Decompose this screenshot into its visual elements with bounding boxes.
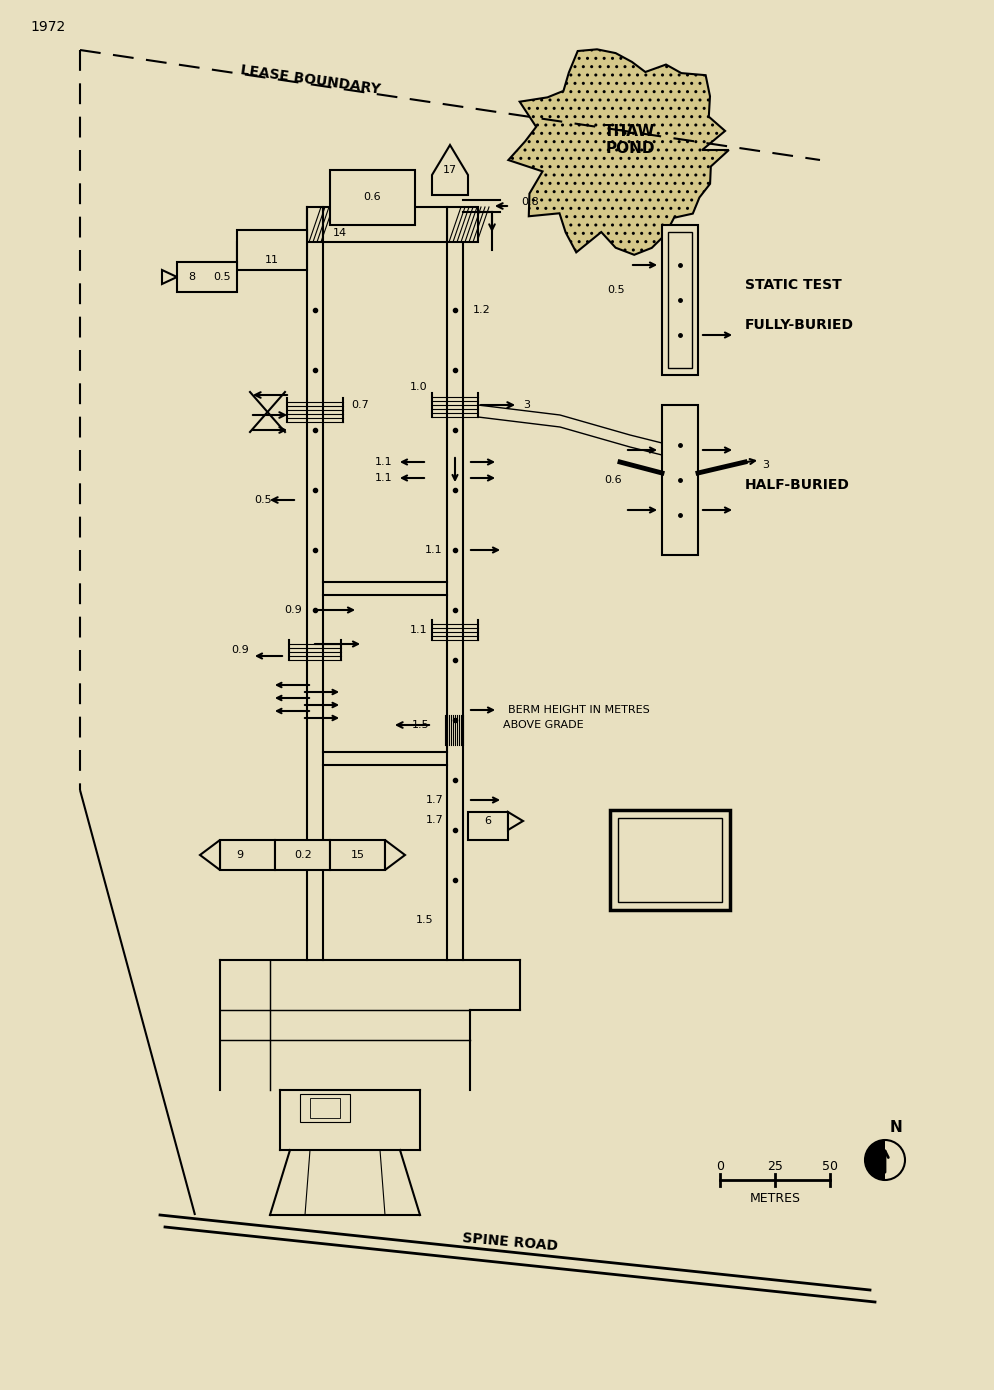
Bar — [177, 261, 237, 292]
Text: 15: 15 — [351, 851, 365, 860]
Text: HALF-BURIED: HALF-BURIED — [745, 478, 849, 492]
Bar — [310, 1098, 340, 1118]
Text: BERM HEIGHT IN METRES: BERM HEIGHT IN METRES — [508, 705, 649, 714]
Text: 0.9: 0.9 — [231, 645, 248, 655]
Text: 0.6: 0.6 — [603, 475, 621, 485]
Bar — [330, 170, 414, 225]
Polygon shape — [508, 812, 523, 830]
Text: 0.5: 0.5 — [606, 285, 624, 295]
Text: 1.1: 1.1 — [374, 473, 392, 482]
Text: 25: 25 — [766, 1159, 782, 1173]
Text: 1.1: 1.1 — [374, 457, 392, 467]
Text: LEASE BOUNDARY: LEASE BOUNDARY — [239, 63, 381, 97]
Bar — [617, 817, 722, 902]
Bar — [609, 810, 730, 910]
Bar — [237, 229, 307, 270]
Bar — [300, 1094, 350, 1122]
Text: FULLY-BURIED: FULLY-BURIED — [745, 318, 853, 332]
Text: 11: 11 — [264, 254, 278, 265]
Bar — [667, 232, 691, 368]
Text: 0.2: 0.2 — [294, 851, 311, 860]
Text: 17: 17 — [442, 165, 456, 175]
Text: ABOVE GRADE: ABOVE GRADE — [503, 720, 583, 730]
Text: SPINE ROAD: SPINE ROAD — [461, 1232, 558, 1254]
Text: 50: 50 — [821, 1159, 837, 1173]
Text: 0.7: 0.7 — [351, 400, 369, 410]
Text: 1.1: 1.1 — [424, 545, 441, 555]
Bar — [323, 207, 446, 242]
Polygon shape — [864, 1140, 884, 1180]
Text: THAW
POND: THAW POND — [603, 124, 655, 156]
Bar — [467, 812, 508, 840]
Bar — [661, 225, 698, 375]
Text: 0.5: 0.5 — [213, 272, 231, 282]
Bar — [330, 840, 385, 870]
Polygon shape — [385, 840, 405, 870]
Text: 0.8: 0.8 — [521, 197, 539, 207]
Text: 1.5: 1.5 — [411, 720, 428, 730]
Text: METRES: METRES — [748, 1191, 800, 1205]
Bar — [446, 207, 477, 242]
Text: 1972: 1972 — [30, 19, 66, 33]
Text: 9: 9 — [237, 851, 244, 860]
Text: 1.7: 1.7 — [425, 795, 443, 805]
Text: 0.5: 0.5 — [254, 495, 271, 505]
Bar — [220, 840, 274, 870]
Text: 1.7: 1.7 — [425, 815, 443, 826]
Text: STATIC TEST: STATIC TEST — [745, 278, 841, 292]
Text: 6: 6 — [484, 816, 491, 826]
Polygon shape — [200, 840, 220, 870]
Text: 3: 3 — [523, 400, 530, 410]
Text: 14: 14 — [333, 228, 347, 238]
Text: 1.2: 1.2 — [472, 304, 490, 316]
Text: 1.1: 1.1 — [409, 626, 426, 635]
Bar — [307, 207, 323, 242]
Text: 8: 8 — [188, 272, 196, 282]
Text: 3: 3 — [761, 460, 768, 470]
Text: 0.6: 0.6 — [363, 192, 381, 202]
Text: 1.0: 1.0 — [409, 382, 426, 392]
Text: 0.9: 0.9 — [284, 605, 302, 614]
Text: 0: 0 — [716, 1159, 724, 1173]
Text: 1.5: 1.5 — [415, 915, 433, 924]
Polygon shape — [431, 145, 467, 195]
Bar — [661, 404, 698, 555]
Polygon shape — [162, 270, 177, 284]
Bar — [274, 840, 330, 870]
Polygon shape — [508, 49, 728, 254]
Text: N: N — [889, 1120, 902, 1136]
